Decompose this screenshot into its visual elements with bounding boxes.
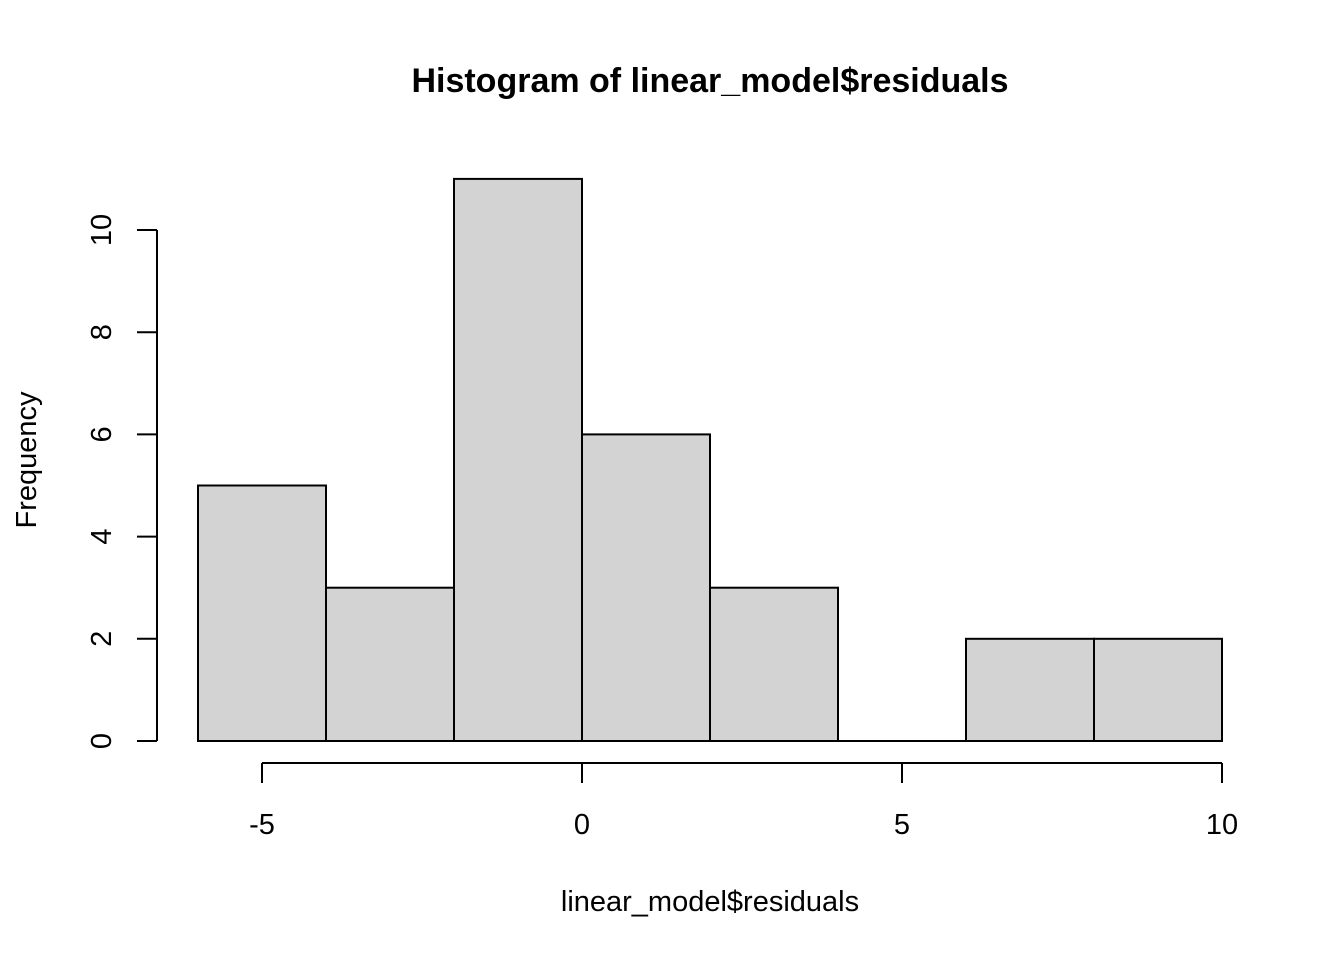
y-axis-label: Frequency xyxy=(11,391,43,529)
x-tick-label-0: -5 xyxy=(249,809,275,841)
bars-group xyxy=(197,177,1223,743)
x-axis-label: linear_model$residuals xyxy=(561,886,859,918)
histogram-bar-3 xyxy=(581,433,711,742)
histogram-bar-0 xyxy=(197,484,327,742)
x-axis: -5 0 5 10 xyxy=(249,762,1238,841)
x-tick-label-1: 0 xyxy=(574,809,590,841)
y-tick-label-2: 4 xyxy=(86,529,118,545)
histogram-bar-6 xyxy=(965,637,1095,742)
histogram-bar-2 xyxy=(453,177,583,742)
y-tick-label-5: 10 xyxy=(86,214,118,246)
y-tick-label-3: 6 xyxy=(86,426,118,442)
y-axis: 0 2 4 6 8 10 xyxy=(86,214,158,749)
x-tick-label-3: 10 xyxy=(1206,809,1238,841)
x-tick-label-2: 5 xyxy=(894,809,910,841)
y-tick-label-1: 2 xyxy=(86,631,118,647)
chart-title: Histogram of linear_model$residuals xyxy=(411,62,1008,100)
y-tick-label-4: 8 xyxy=(86,324,118,340)
y-tick-label-0: 0 xyxy=(86,733,118,749)
histogram-bar-1 xyxy=(325,586,455,743)
histogram-bar-4 xyxy=(709,586,839,743)
histogram-bar-7 xyxy=(1093,637,1223,742)
